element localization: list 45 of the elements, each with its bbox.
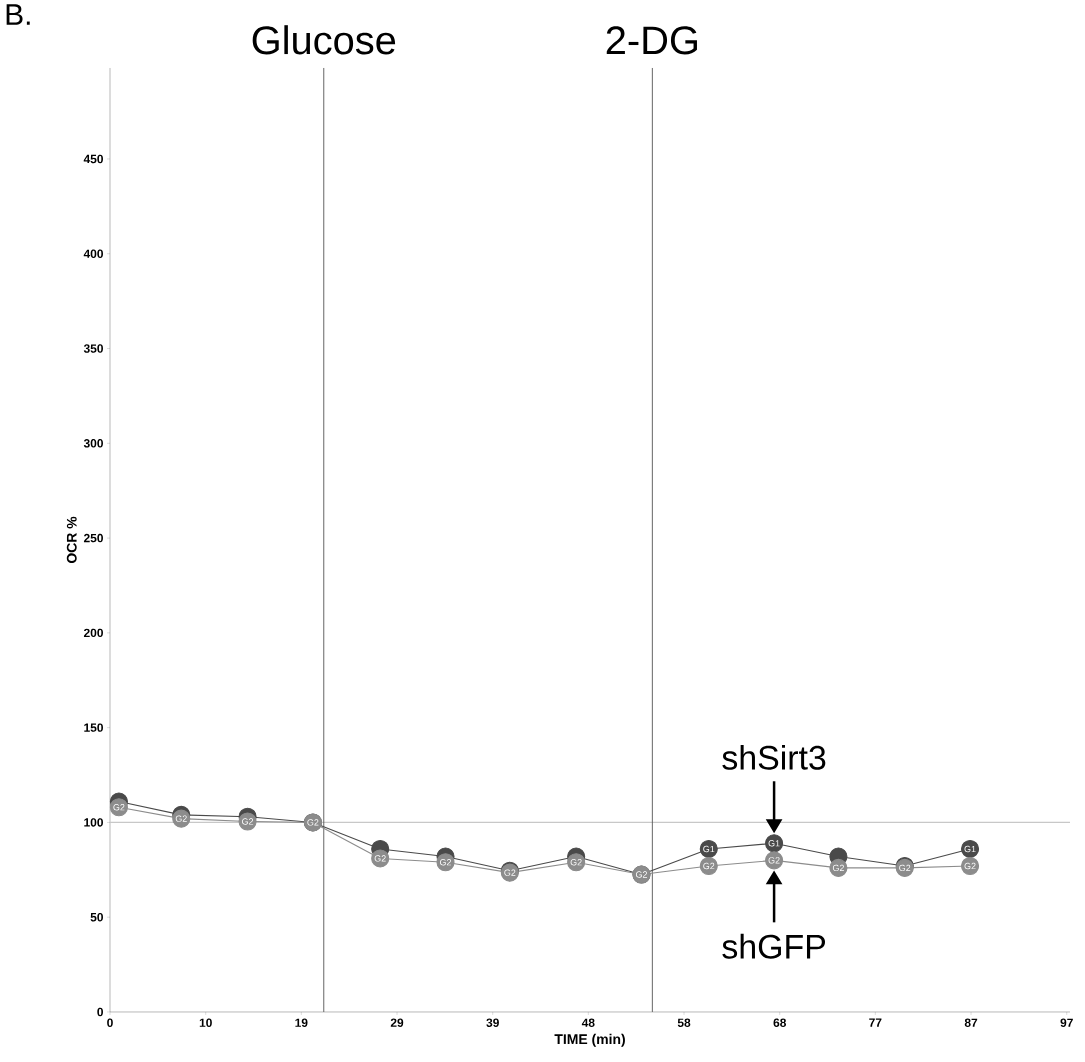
x-tick-label: 29 xyxy=(390,1018,404,1027)
y-tick-label: 0 xyxy=(97,1007,103,1017)
text: G2 xyxy=(768,857,780,864)
text: G2 xyxy=(899,864,911,872)
annotation: shSirt3 xyxy=(722,744,826,770)
text: G2 xyxy=(570,859,582,866)
x-tick-label: 87 xyxy=(964,1018,978,1027)
ref-line-label: Glucose xyxy=(252,25,396,55)
y-tick-label: 200 xyxy=(83,628,103,638)
y-tick-label: 350 xyxy=(83,344,103,353)
text: G1 xyxy=(964,845,976,853)
y-axis-title: OCR % xyxy=(66,516,77,564)
y-tick-label: 400 xyxy=(83,249,103,258)
y-tick-label: 250 xyxy=(83,533,103,543)
x-tick-label: 39 xyxy=(486,1018,499,1027)
y-tick-label: 50 xyxy=(90,912,103,922)
y-tick-label: 450 xyxy=(83,154,103,164)
x-tick-label: 68 xyxy=(773,1018,787,1027)
text: G2 xyxy=(832,864,844,872)
y-tick-label: 150 xyxy=(84,723,103,732)
text: B. xyxy=(6,4,30,25)
text: G2 xyxy=(439,859,452,866)
text: G2 xyxy=(504,869,516,876)
x-tick-label: 48 xyxy=(581,1018,595,1027)
ref-line-label: 2-DG xyxy=(606,26,697,55)
text: G2 xyxy=(113,804,125,811)
x-tick-label: 0 xyxy=(107,1018,113,1027)
series-label: G1 xyxy=(703,845,715,853)
text: G2 xyxy=(175,815,187,822)
text: G2 xyxy=(307,819,319,826)
series-label: G2 xyxy=(635,871,647,878)
x-tick-label: 77 xyxy=(869,1018,882,1027)
x-axis-title: TIME (min) xyxy=(554,1033,625,1047)
y-tick-label: 300 xyxy=(83,439,103,448)
text: G2 xyxy=(242,818,254,825)
text: G2 xyxy=(703,862,715,870)
y-tick-label: 100 xyxy=(84,818,103,827)
text: G2 xyxy=(374,855,386,862)
x-tick-label: 19 xyxy=(295,1018,308,1027)
text: G1 xyxy=(768,840,780,847)
x-tick-label: 58 xyxy=(677,1018,691,1027)
annotation: shGFP xyxy=(722,933,826,959)
x-tick-label: 10 xyxy=(199,1018,212,1027)
x-tick-label: 97 xyxy=(1060,1018,1073,1027)
text: G2 xyxy=(964,862,976,870)
